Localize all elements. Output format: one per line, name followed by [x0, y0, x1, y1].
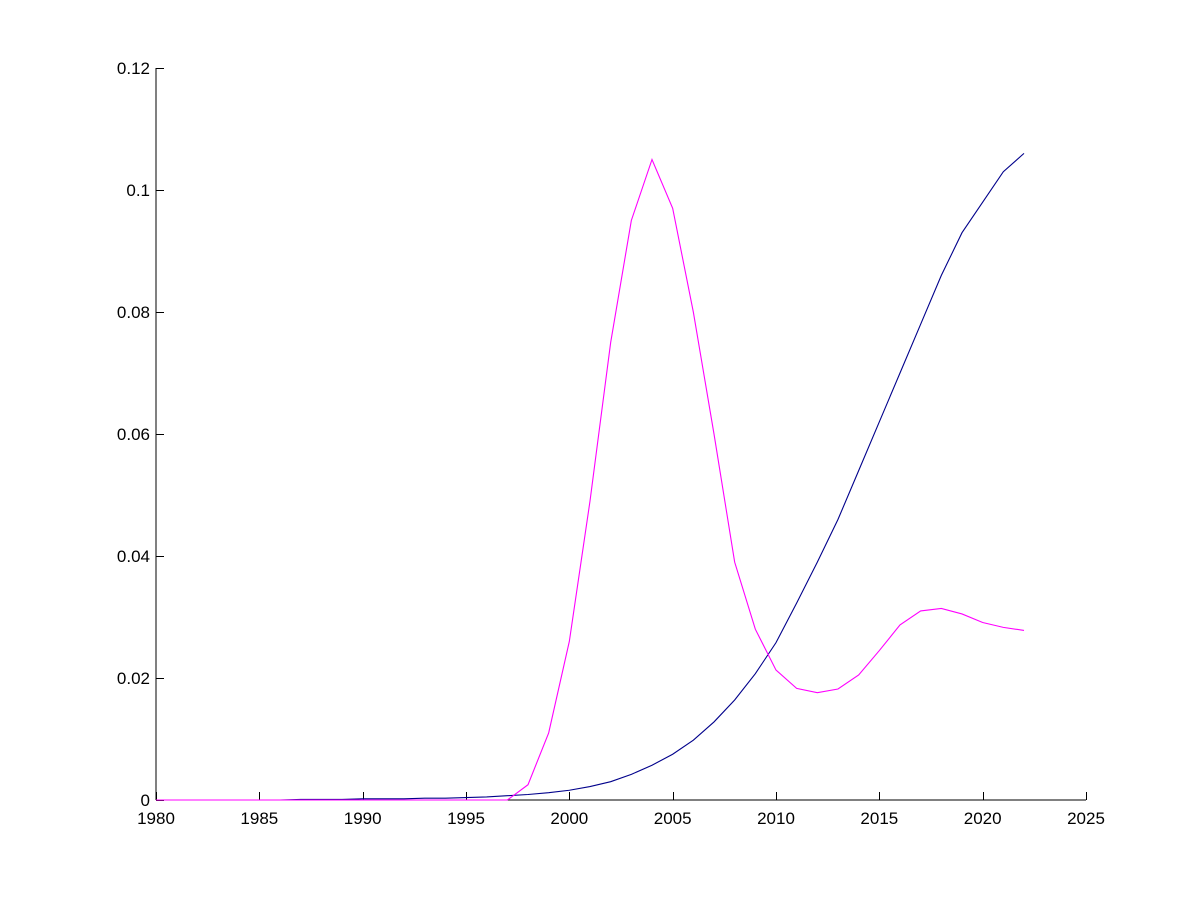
x-tick-label: 2000: [550, 809, 588, 828]
y-tick-label: 0.12: [117, 59, 150, 78]
x-tick-label: 2005: [654, 809, 692, 828]
y-tick-label: 0.08: [117, 303, 150, 322]
series-group: [156, 152, 1025, 801]
axes: 1980 1985 1990 1995 2000 2005 2010 2015 2020 2025…: [117, 59, 1105, 828]
y-tick-label: 0.06: [117, 425, 150, 444]
y-tick-label: 0.02: [117, 669, 150, 688]
y-tick-label: 0.1: [126, 181, 150, 200]
y-tick-label: 0: [141, 791, 150, 810]
series-line-2: [156, 157, 1025, 801]
x-tick-label: 1985: [240, 809, 278, 828]
x-tick-label: 2010: [757, 809, 795, 828]
x-tick-label: 2025: [1067, 809, 1105, 828]
x-tick-label: 2020: [964, 809, 1002, 828]
x-tick-label: 1995: [447, 809, 485, 828]
series-line-1: [156, 152, 1025, 801]
x-tick-label: 1980: [137, 809, 175, 828]
y-tick-label: 0.04: [117, 547, 150, 566]
x-tick-label: 1990: [344, 809, 382, 828]
x-tick-label: 2015: [860, 809, 898, 828]
